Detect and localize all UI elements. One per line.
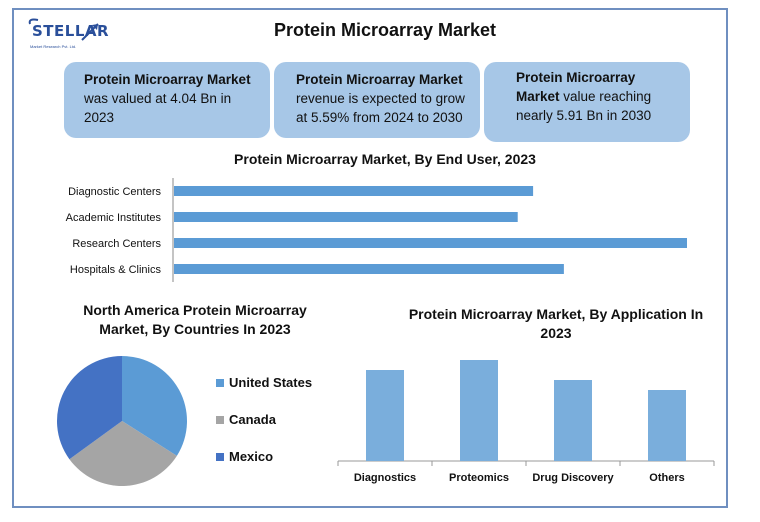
stat-card-2-text: revenue is expected to grow at 5.59% fro… xyxy=(296,91,465,125)
stat-card-1-text: was valued at 4.04 Bn in 2023 xyxy=(84,91,232,125)
legend-label: Canada xyxy=(229,412,276,427)
end-user-bar xyxy=(174,212,518,222)
pie-slice xyxy=(69,421,177,486)
end-user-bar xyxy=(174,264,564,274)
pie-chart-title: North America Protein Microarray Market,… xyxy=(83,302,307,337)
pie-legend-item: United States xyxy=(216,375,312,390)
application-tick-label: Diagnostics xyxy=(354,472,416,484)
application-tick-label: Others xyxy=(649,472,684,484)
application-bar xyxy=(366,370,404,461)
stat-card-3-text: value reaching nearly 5.91 Bn in 2030 xyxy=(516,89,652,123)
page-title: Protein Microarray Market xyxy=(273,20,497,40)
pie-legend-item: Mexico xyxy=(216,449,273,464)
stat-card-1: Protein Microarray Market was valued at … xyxy=(64,62,270,138)
stat-card-3: Protein Microarray Market value reaching… xyxy=(484,62,690,142)
pie-slice xyxy=(122,356,187,456)
end-user-tick-label: Research Centers xyxy=(72,238,161,250)
end-user-bar xyxy=(174,186,534,196)
stat-card-3-bold: Protein Microarray Market xyxy=(516,70,636,104)
logo-subtext: Market Research Pvt. Ltd. xyxy=(30,44,77,49)
application-chart-title: Protein Microarray Market, By Applicatio… xyxy=(408,306,704,341)
end-user-tick-label: Academic Institutes xyxy=(66,212,162,224)
end-user-bar xyxy=(174,238,687,248)
application-tick-label: Drug Discovery xyxy=(532,472,614,484)
end-user-tick-label: Diagnostic Centers xyxy=(68,186,161,198)
stat-card-2: Protein Microarray Market revenue is exp… xyxy=(274,62,480,138)
legend-swatch xyxy=(216,452,224,461)
pie-legend-item: Canada xyxy=(216,412,276,427)
end-user-chart-title: Protein Microarray Market, By End User, … xyxy=(234,151,536,167)
stellar-logo: STELLAR Market Research Pvt. Ltd. xyxy=(24,16,109,56)
end-user-tick-label: Hospitals & Clinics xyxy=(70,264,162,276)
application-tick-label: Proteomics xyxy=(449,472,509,484)
legend-swatch xyxy=(216,378,224,387)
application-bar xyxy=(554,380,592,461)
pie-slice xyxy=(56,356,122,460)
logo-text: STELLAR xyxy=(32,22,110,40)
logo-swoosh-icon xyxy=(28,18,99,41)
stat-card-1-bold: Protein Microarray Market xyxy=(84,72,251,87)
legend-swatch xyxy=(216,415,224,424)
application-bar xyxy=(648,390,686,461)
application-bar xyxy=(460,360,498,461)
stat-card-2-bold: Protein Microarray Market xyxy=(296,72,463,87)
legend-label: United States xyxy=(229,375,313,390)
legend-label: Mexico xyxy=(229,449,274,464)
infographic-frame xyxy=(12,8,728,508)
